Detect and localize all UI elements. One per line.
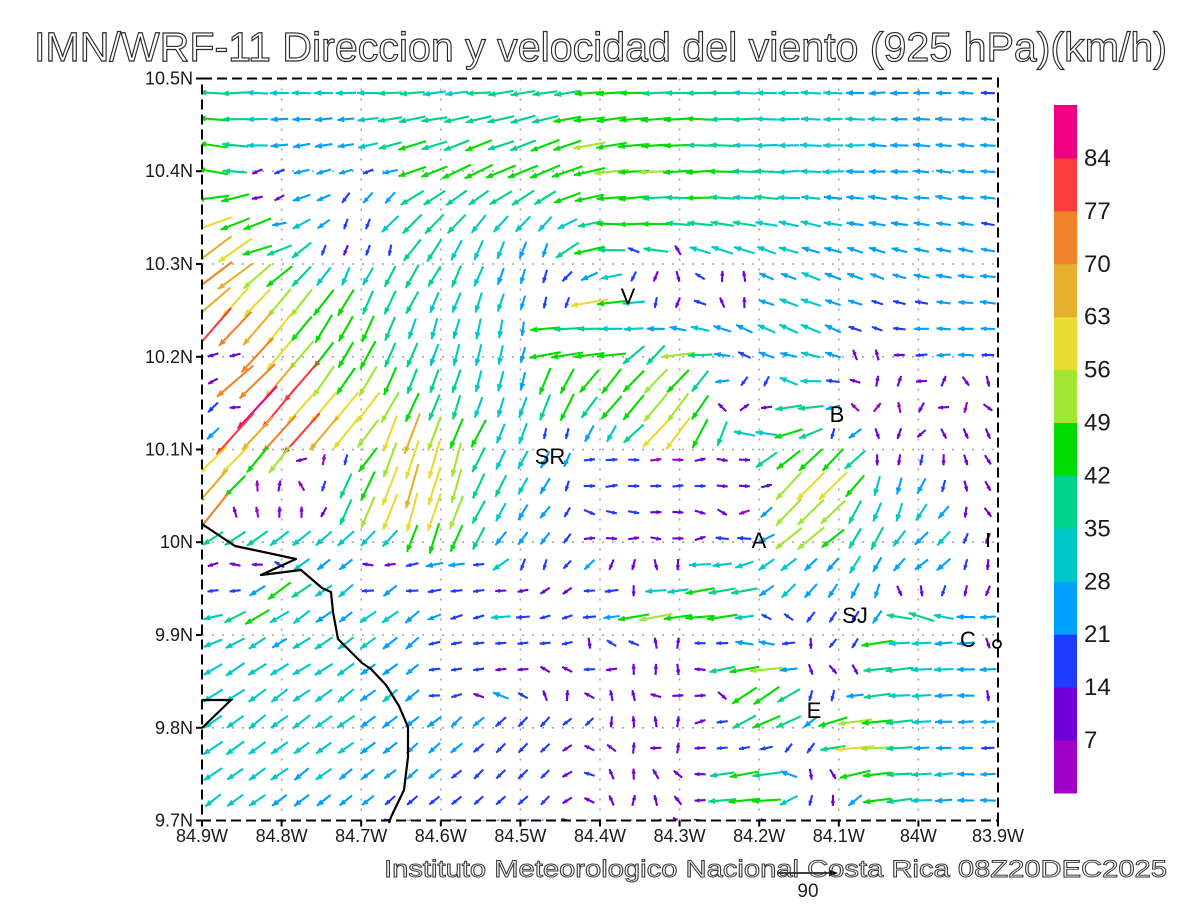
svg-text:10.3N: 10.3N — [145, 254, 193, 274]
svg-text:9.8N: 9.8N — [155, 718, 193, 738]
svg-text:9.7N: 9.7N — [155, 811, 193, 831]
svg-text:C: C — [960, 627, 976, 652]
svg-text:56: 56 — [1084, 357, 1111, 384]
svg-text:84.8W: 84.8W — [256, 826, 308, 846]
svg-text:84.7W: 84.7W — [335, 826, 387, 846]
svg-text:10.1N: 10.1N — [145, 440, 193, 460]
svg-text:14: 14 — [1084, 674, 1111, 701]
svg-text:SR: SR — [535, 444, 566, 469]
svg-text:7: 7 — [1084, 727, 1097, 754]
svg-text:84.6W: 84.6W — [415, 826, 467, 846]
svg-text:10.4N: 10.4N — [145, 161, 193, 181]
svg-text:77: 77 — [1084, 198, 1111, 225]
svg-text:84.2W: 84.2W — [733, 826, 785, 846]
svg-text:IMN/WRF-11 Direccion y velocid: IMN/WRF-11 Direccion y velocidad del vie… — [34, 24, 1167, 70]
svg-text:84.3W: 84.3W — [654, 826, 706, 846]
svg-text:9.9N: 9.9N — [155, 625, 193, 645]
svg-text:49: 49 — [1084, 410, 1111, 437]
svg-text:90: 90 — [797, 881, 818, 900]
svg-text:84W: 84W — [900, 826, 937, 846]
svg-text:A: A — [752, 528, 767, 553]
svg-text:70: 70 — [1084, 251, 1111, 278]
svg-text:35: 35 — [1084, 515, 1111, 542]
svg-text:SJ: SJ — [842, 603, 868, 628]
svg-text:10N: 10N — [160, 532, 193, 552]
svg-text:B: B — [830, 402, 845, 427]
svg-text:84.1W: 84.1W — [813, 826, 865, 846]
svg-text:21: 21 — [1084, 621, 1111, 648]
svg-text:10.5N: 10.5N — [145, 69, 193, 89]
svg-text:84.5W: 84.5W — [494, 826, 546, 846]
svg-text:42: 42 — [1084, 463, 1111, 490]
svg-text:63: 63 — [1084, 304, 1111, 331]
svg-text:84.4W: 84.4W — [574, 826, 626, 846]
svg-text:28: 28 — [1084, 568, 1111, 595]
svg-text:10.2N: 10.2N — [145, 347, 193, 367]
svg-text:Instituto Meteorologico Nacion: Instituto Meteorologico Nacional Costa R… — [384, 856, 1167, 883]
svg-text:83.9W: 83.9W — [972, 826, 1024, 846]
svg-text:84.9W: 84.9W — [176, 826, 228, 846]
svg-text:84: 84 — [1084, 145, 1111, 172]
svg-text:E: E — [807, 698, 822, 723]
svg-text:V: V — [621, 284, 636, 309]
